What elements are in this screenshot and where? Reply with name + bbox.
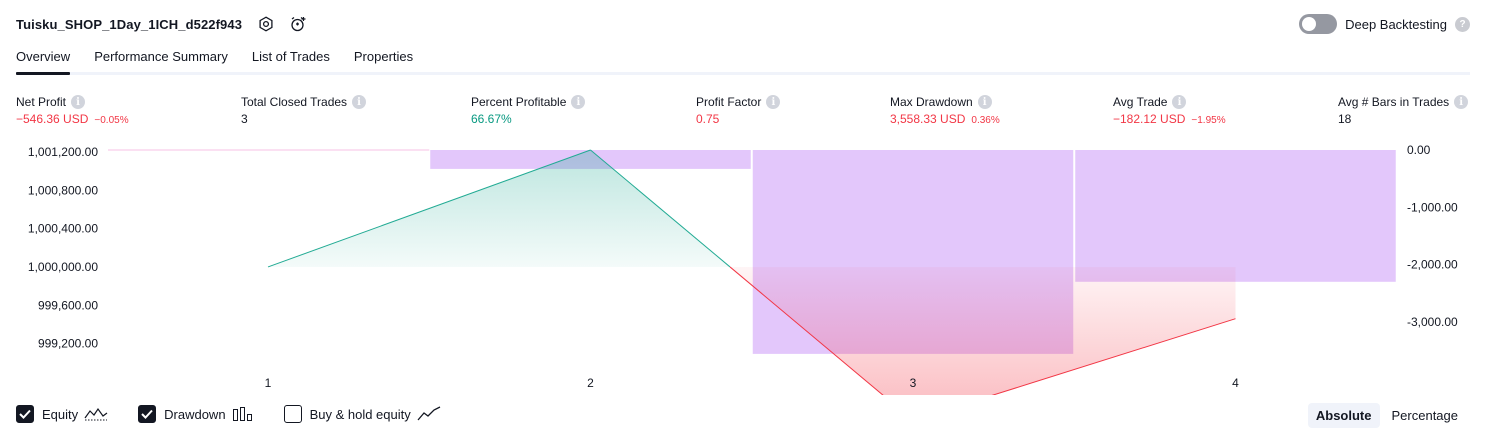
equity-loss-area	[913, 266, 1236, 395]
legend-drawdown[interactable]: Drawdown	[138, 405, 253, 423]
info-icon[interactable]: i	[1454, 95, 1469, 109]
left-axis-tick-label: 1,000,400.00	[28, 222, 98, 236]
legend-equity[interactable]: Equity	[16, 405, 108, 423]
stat-value: 3	[241, 112, 248, 126]
drawdown-bars-icon	[232, 407, 252, 421]
info-icon[interactable]: i	[1172, 95, 1187, 109]
buy-hold-line-icon	[417, 406, 441, 421]
legend-label: Drawdown	[164, 406, 226, 422]
stat-percent: −1.95%	[1191, 115, 1226, 126]
tab-properties[interactable]: Properties	[353, 49, 414, 64]
stat-value: −182.12 USD	[1113, 112, 1186, 126]
header: Tuisku_SHOP_1Day_1ICH_d522f943	[16, 12, 308, 36]
x-axis-tick-label: 1	[265, 376, 272, 390]
drawdown-bar	[1075, 150, 1396, 282]
left-axis-tick-label: 999,200.00	[38, 337, 98, 351]
equity-line-segment	[590, 149, 731, 268]
legend-label: Buy & hold equity	[309, 406, 411, 422]
stat-label: Max Drawdown	[890, 95, 973, 109]
stat-value: 18	[1338, 112, 1352, 126]
info-icon[interactable]: i	[766, 95, 781, 109]
x-axis-tick-label: 3	[910, 376, 917, 390]
right-axis-tick-label: 0.00	[1407, 143, 1431, 157]
info-icon[interactable]: i	[571, 95, 586, 109]
stat-percent: 0.36%	[971, 115, 1000, 126]
deep-backtesting-label: Deep Backtesting	[1345, 16, 1447, 32]
stat-net-profit: Net Profit i −546.36 USD −0.05%	[16, 94, 129, 128]
stat-avg-bars: Avg # Bars in Trades i 18	[1338, 94, 1469, 128]
stat-value: −546.36 USD	[16, 112, 89, 126]
x-axis-tick-label: 4	[1232, 376, 1239, 390]
chart-legend: Equity Drawdown Buy & hold equity	[16, 402, 471, 426]
stat-total-closed-trades: Total Closed Trades i 3	[241, 94, 367, 128]
equity-line-segment	[729, 266, 884, 395]
right-axis-tick-label: -2,000.00	[1407, 258, 1458, 272]
stat-label: Percent Profitable	[471, 95, 567, 109]
legend-label: Equity	[42, 406, 79, 422]
stat-percent: −0.05%	[94, 115, 129, 126]
stat-percent-profitable: Percent Profitable i 66.67%	[471, 94, 586, 128]
stat-profit-factor: Profit Factor i 0.75	[696, 94, 781, 128]
stat-label: Avg # Bars in Trades	[1338, 95, 1450, 109]
stat-value: 3,558.33 USD	[890, 112, 966, 126]
left-axis-tick-label: 1,000,000.00	[28, 260, 98, 274]
stat-label: Total Closed Trades	[241, 95, 348, 109]
right-axis-tick-label: -3,000.00	[1407, 315, 1458, 329]
deep-backtesting: Deep Backtesting ?	[1299, 12, 1470, 36]
stat-label: Net Profit	[16, 95, 67, 109]
deep-backtesting-toggle[interactable]	[1299, 14, 1338, 34]
left-axis-tick-label: 999,600.00	[38, 298, 98, 312]
stat-label: Avg Trade	[1113, 95, 1168, 109]
equity-line-segment	[267, 149, 591, 268]
info-icon[interactable]: i	[71, 95, 86, 109]
equity-area-icon	[84, 407, 108, 421]
drawdown-checkbox[interactable]	[138, 405, 157, 423]
info-icon[interactable]: i	[352, 95, 367, 109]
stat-avg-trade: Avg Trade i −182.12 USD −1.95%	[1113, 94, 1226, 128]
info-icon[interactable]: i	[977, 95, 992, 109]
equity-loss-area	[730, 266, 913, 395]
absolute-button[interactable]: Absolute	[1307, 402, 1380, 428]
x-axis-tick-label: 2	[587, 376, 594, 390]
percentage-button[interactable]: Percentage	[1391, 407, 1459, 423]
strategy-title: Tuisku_SHOP_1Day_1ICH_d522f943	[16, 16, 243, 32]
legend-buy-hold-equity[interactable]: Buy & hold equity	[283, 405, 441, 423]
stat-value: 66.67%	[471, 112, 512, 126]
tab-performance-summary[interactable]: Performance Summary	[94, 49, 228, 64]
left-axis-tick-label: 1,001,200.00	[28, 145, 98, 159]
value-mode-switch: Absolute Percentage	[1307, 401, 1466, 429]
tab-list-of-trades[interactable]: List of Trades	[251, 49, 330, 64]
settings-icon[interactable]	[256, 14, 276, 34]
stat-max-drawdown: Max Drawdown i 3,558.33 USD 0.36%	[890, 94, 1000, 128]
add-alert-icon[interactable]	[288, 14, 308, 34]
left-axis-tick-label: 1,000,800.00	[28, 183, 98, 197]
tab-bar: Overview Performance Summary List of Tra…	[16, 46, 1470, 75]
equity-line-segment	[991, 318, 1236, 395]
right-axis-tick-label: -1,000.00	[1407, 200, 1458, 214]
stat-value: 0.75	[696, 112, 720, 126]
stat-label: Profit Factor	[696, 95, 762, 109]
equity-chart[interactable]: 1,001,200.00 1,000,800.00 1,000,400.00 1,00…	[0, 140, 1486, 395]
stats-row: Net Profit i −546.36 USD −0.05% Total Clos…	[0, 94, 1486, 134]
buy-hold-checkbox[interactable]	[283, 405, 302, 423]
equity-checkbox[interactable]	[16, 405, 34, 423]
help-icon[interactable]: ?	[1455, 16, 1470, 32]
tab-overview[interactable]: Overview	[16, 46, 71, 75]
